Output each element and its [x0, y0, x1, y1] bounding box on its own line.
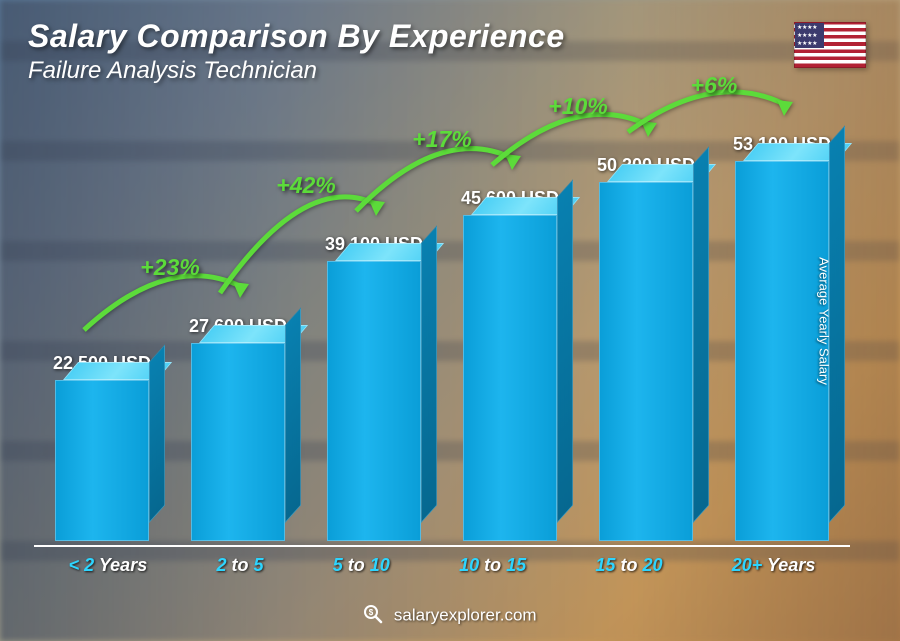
- bar: [327, 261, 421, 541]
- bars-container: 22,500 USD27,600 USD39,100 USD45,600 USD…: [34, 100, 850, 541]
- page-title: Salary Comparison By Experience: [28, 18, 565, 55]
- footer: $ salaryexplorer.com: [0, 604, 900, 629]
- x-axis-label: 10 to 15: [459, 547, 526, 581]
- x-axis-label: 5 to 10: [333, 547, 390, 581]
- x-axis-label: 2 to 5: [216, 547, 263, 581]
- svg-text:$: $: [369, 608, 374, 617]
- bar-front-face: [55, 380, 149, 541]
- bar: [463, 215, 557, 541]
- bar-side-face: [149, 344, 165, 523]
- bar-side-face: [421, 225, 437, 523]
- bar-side-face: [829, 125, 845, 523]
- y-axis-label: Average Yearly Salary: [817, 257, 832, 385]
- bar-group: 22,500 USD: [34, 353, 170, 541]
- bar-side-face: [285, 307, 301, 523]
- us-flag-icon: [794, 22, 866, 68]
- bar-side-face: [693, 146, 709, 523]
- magnify-dollar-icon: $: [363, 604, 383, 629]
- footer-site: salaryexplorer.com: [394, 606, 537, 625]
- bar-front-face: [599, 182, 693, 541]
- bar: [599, 182, 693, 541]
- bar-side-face: [557, 179, 573, 523]
- page-subtitle: Failure Analysis Technician: [28, 57, 565, 85]
- bar-front-face: [191, 343, 285, 541]
- bar-group: 39,100 USD: [306, 234, 442, 541]
- bar-group: 45,600 USD: [442, 188, 578, 541]
- x-axis: < 2 Years 2 to 5 5 to 10 10 to 15 15 to 20 20…: [34, 545, 850, 581]
- x-axis-label: 15 to 20: [595, 547, 662, 581]
- bar: [191, 343, 285, 541]
- bar-front-face: [463, 215, 557, 541]
- bar-front-face: [327, 261, 421, 541]
- bar: [55, 380, 149, 541]
- increase-label: +6%: [691, 72, 738, 98]
- x-axis-label: < 2 Years: [69, 547, 148, 581]
- header: Salary Comparison By Experience Failure …: [28, 18, 565, 85]
- bar-front-face: [735, 161, 829, 541]
- chart-area: 22,500 USD27,600 USD39,100 USD45,600 USD…: [34, 100, 850, 581]
- x-axis-label: 20+ Years: [732, 547, 816, 581]
- bar-group: 27,600 USD: [170, 316, 306, 541]
- bar: [735, 161, 829, 541]
- infographic-container: Salary Comparison By Experience Failure …: [0, 0, 900, 641]
- bar-group: 50,200 USD: [578, 155, 714, 541]
